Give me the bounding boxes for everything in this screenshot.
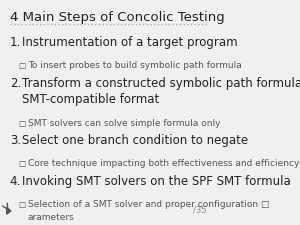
Text: /35: /35	[194, 205, 207, 214]
Text: To insert probes to build symbolic path formula: To insert probes to build symbolic path …	[28, 61, 242, 70]
Text: □: □	[18, 119, 26, 128]
Text: Select one branch condition to negate: Select one branch condition to negate	[22, 134, 248, 147]
Text: SMT solvers can solve simple formula only: SMT solvers can solve simple formula onl…	[28, 119, 220, 128]
Text: □: □	[18, 61, 26, 70]
Text: 2.: 2.	[10, 77, 21, 90]
Text: Selection of a SMT solver and proper configuration □: Selection of a SMT solver and proper con…	[28, 200, 269, 209]
Text: □: □	[18, 159, 26, 168]
Polygon shape	[7, 208, 11, 214]
Text: 3.: 3.	[10, 134, 21, 147]
Text: Core technique impacting both effectiveness and efficiency: Core technique impacting both effectiven…	[28, 159, 299, 168]
Text: 1.: 1.	[10, 36, 21, 49]
Text: Invoking SMT solvers on the SPF SMT formula: Invoking SMT solvers on the SPF SMT form…	[22, 175, 290, 188]
Text: 4 Main Steps of Concolic Testing: 4 Main Steps of Concolic Testing	[10, 11, 225, 24]
Text: Instrumentation of a target program: Instrumentation of a target program	[22, 36, 237, 49]
Text: □: □	[18, 200, 26, 209]
Text: 4.: 4.	[10, 175, 21, 188]
Text: arameters: arameters	[28, 213, 75, 222]
Text: SMT-compatible format: SMT-compatible format	[22, 94, 159, 106]
Text: Transform a constructed symbolic path formula to: Transform a constructed symbolic path fo…	[22, 77, 300, 90]
